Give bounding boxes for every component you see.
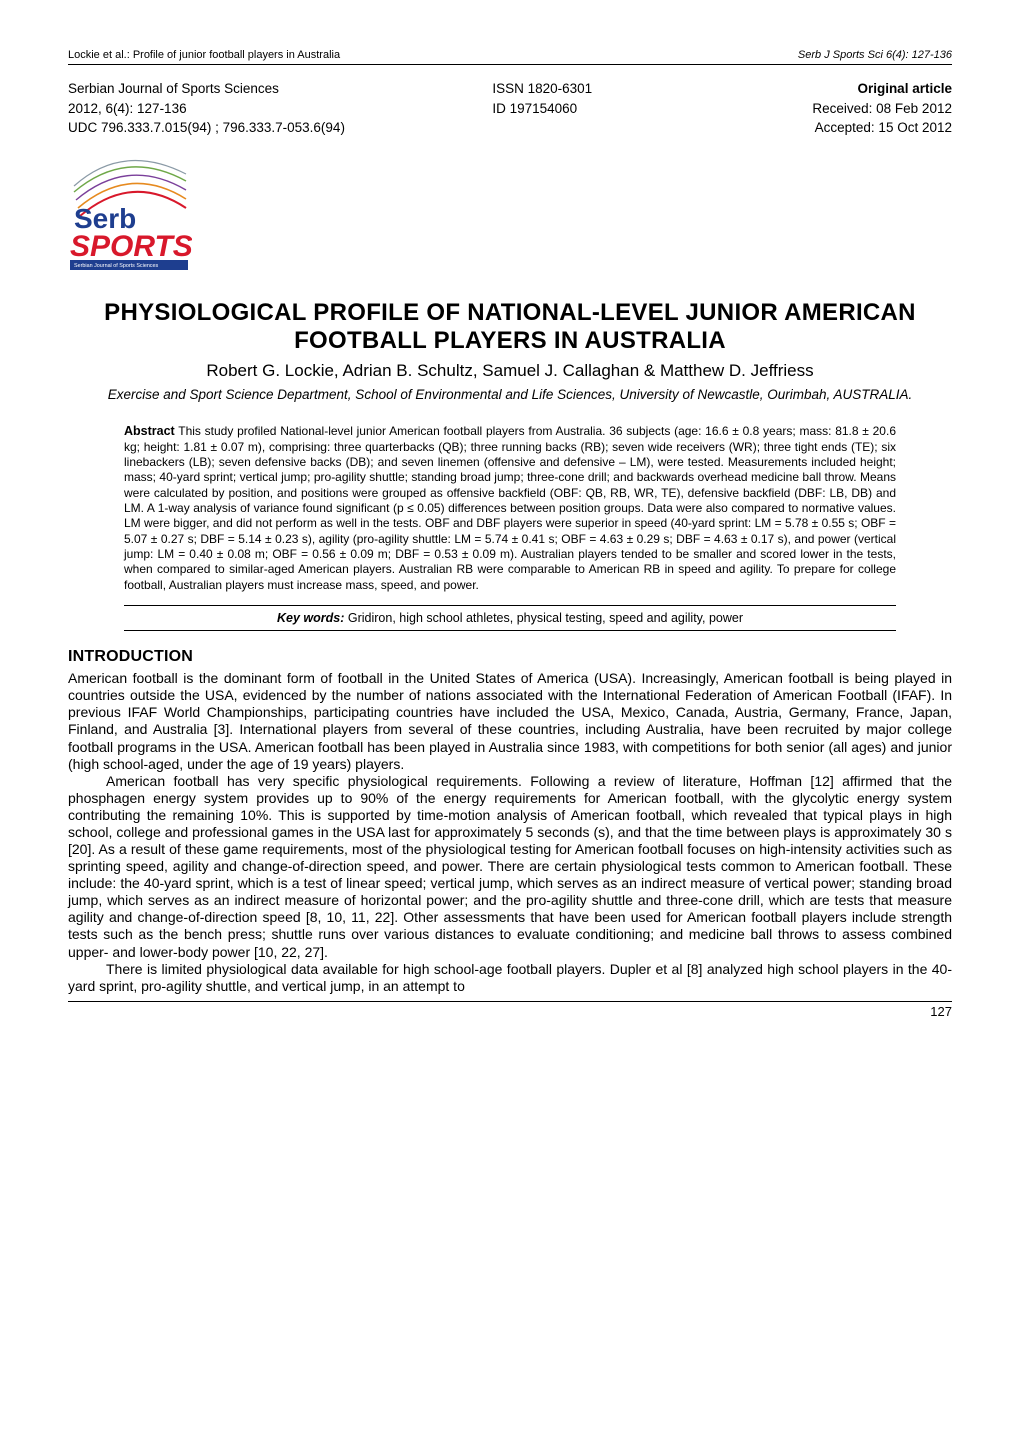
meta-block: Serbian Journal of Sports Sciences 2012,… bbox=[68, 79, 952, 138]
udc-line: UDC 796.333.7.015(94) ; 796.333.7-053.6(… bbox=[68, 118, 475, 138]
logo-svg: Serb SPORTS Serbian Journal of Sports Sc… bbox=[68, 156, 192, 271]
abstract: Abstract This study profiled National-le… bbox=[124, 423, 896, 593]
keywords-label: Key words: bbox=[277, 611, 344, 625]
issn: ISSN 1820-6301 bbox=[492, 79, 686, 99]
running-header-right: Serb J Sports Sci 6(4): 127-136 bbox=[798, 48, 952, 62]
meta-left-col: Serbian Journal of Sports Sciences 2012,… bbox=[68, 79, 475, 138]
intro-para-3: There is limited physiological data avai… bbox=[68, 961, 952, 995]
intro-para-2: American football has very specific phys… bbox=[68, 773, 952, 961]
running-header: Lockie et al.: Profile of junior footbal… bbox=[68, 48, 952, 65]
article-id: ID 197154060 bbox=[492, 99, 686, 119]
keywords: Key words: Gridiron, high school athlete… bbox=[124, 605, 896, 631]
authors: Robert G. Lockie, Adrian B. Schultz, Sam… bbox=[68, 360, 952, 382]
meta-right-col: Original article Received: 08 Feb 2012 A… bbox=[704, 79, 952, 138]
accepted-date: Accepted: 15 Oct 2012 bbox=[704, 118, 952, 138]
meta-mid-col: ISSN 1820-6301 ID 197154060 bbox=[492, 79, 686, 138]
article-title: PHYSIOLOGICAL PROFILE OF NATIONAL-LEVEL … bbox=[68, 299, 952, 356]
keywords-text: Gridiron, high school athletes, physical… bbox=[344, 611, 743, 625]
logo-sports-text: SPORTS bbox=[70, 230, 192, 263]
affiliation: Exercise and Sport Science Department, S… bbox=[68, 386, 952, 404]
running-header-left: Lockie et al.: Profile of junior footbal… bbox=[68, 48, 340, 62]
journal-logo: Serb SPORTS Serbian Journal of Sports Sc… bbox=[68, 156, 952, 271]
abstract-text: This study profiled National-level junio… bbox=[124, 424, 896, 592]
page-footer: 127 bbox=[68, 1001, 952, 1021]
article-type: Original article bbox=[704, 79, 952, 99]
issue-line: 2012, 6(4): 127-136 bbox=[68, 99, 475, 119]
intro-para-1: American football is the dominant form o… bbox=[68, 670, 952, 772]
section-introduction: INTRODUCTION bbox=[68, 647, 952, 668]
abstract-label: Abstract bbox=[124, 424, 175, 438]
received-date: Received: 08 Feb 2012 bbox=[704, 99, 952, 119]
journal-name: Serbian Journal of Sports Sciences bbox=[68, 79, 475, 99]
logo-subline: Serbian Journal of Sports Sciences bbox=[74, 263, 159, 269]
page-number: 127 bbox=[930, 1004, 952, 1021]
